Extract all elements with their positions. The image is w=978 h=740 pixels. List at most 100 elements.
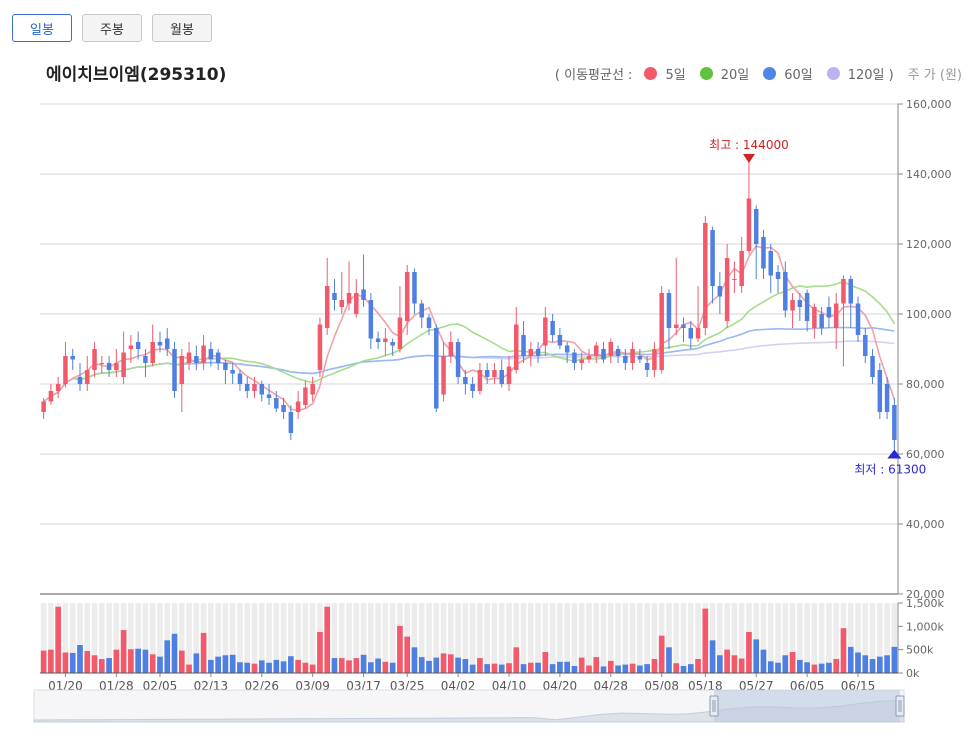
volume-bar [338, 658, 345, 673]
candle-body [724, 258, 730, 321]
period-tabs: 일봉 주봉 월봉 [12, 14, 212, 42]
volume-bar [717, 655, 723, 673]
volume-bar [666, 647, 672, 673]
candle-body [870, 356, 875, 377]
volume-column-bg [178, 603, 185, 673]
volume-bar [447, 654, 454, 673]
candle-body [48, 391, 54, 402]
candle-body [281, 405, 286, 412]
candle-body [863, 335, 868, 356]
volume-column-bg [477, 603, 483, 673]
volume-column-bg [884, 603, 890, 673]
volume-bar [106, 658, 112, 673]
volume-column-bg [62, 603, 69, 673]
candle-body [41, 401, 46, 412]
volume-column-bg [193, 603, 200, 673]
volume-bar [484, 664, 491, 673]
volume-bar [62, 652, 69, 673]
volume-column-bg [360, 603, 367, 673]
ma60-line [43, 326, 895, 403]
volume-bar [578, 657, 585, 673]
volume-column-bg [571, 603, 578, 673]
volume-column-bg [644, 603, 650, 673]
volume-column-bg [855, 603, 861, 673]
volume-bar [775, 662, 781, 673]
candle-body [710, 230, 715, 286]
candle-body [506, 366, 512, 384]
candle-body [361, 289, 366, 300]
candle-body [230, 370, 235, 374]
volume-bar [542, 652, 549, 673]
volume-column-bg [251, 603, 258, 673]
volume-column-bg [157, 603, 163, 673]
candle-body [819, 314, 824, 328]
price-tick-label: 20,000 [906, 588, 945, 601]
candle-body [412, 272, 417, 304]
volume-column-bg [346, 603, 352, 673]
volume-bar [128, 649, 134, 673]
volume-bar [324, 606, 331, 673]
volume-bar [709, 640, 716, 673]
candle-body [339, 300, 345, 307]
price-tick-label: 80,000 [906, 378, 945, 391]
volume-column-bg [651, 603, 658, 673]
volume-column-bg [280, 603, 287, 673]
volume-bar [411, 647, 418, 673]
volume-bar [869, 659, 876, 673]
candle-body [557, 335, 563, 346]
volume-bar [622, 664, 629, 673]
volume-column-bg [77, 603, 83, 673]
candle-body [673, 324, 679, 328]
tab-monthly[interactable]: 월봉 [152, 14, 212, 42]
volume-bar [273, 659, 280, 673]
volume-bar [833, 659, 840, 673]
candle-body [70, 356, 75, 360]
volume-bar [557, 661, 563, 673]
volume-bar [753, 639, 760, 673]
volume-bar [142, 649, 149, 673]
volume-column-bg [818, 603, 825, 673]
volume-column-bg [593, 603, 600, 673]
volume-bar [702, 608, 709, 673]
volume-bar [288, 656, 294, 673]
volume-bar [513, 647, 520, 673]
tab-weekly[interactable]: 주봉 [82, 14, 142, 42]
volume-bar [637, 665, 643, 673]
candle-body [194, 356, 199, 363]
volume-bar [855, 652, 861, 673]
volume-bar [404, 636, 411, 673]
volume-bar [164, 640, 171, 673]
volume-column-bg [731, 603, 738, 673]
range-navigator[interactable] [33, 689, 905, 723]
volume-bar [876, 656, 883, 673]
candle-body [266, 394, 272, 398]
volume-bar [491, 663, 498, 673]
volume-column-bg [586, 603, 592, 673]
volume-bar [651, 659, 658, 673]
volume-tick-label: 500k [906, 644, 934, 657]
volume-bar [157, 656, 163, 673]
candle-body [237, 373, 243, 384]
candle-body [841, 279, 846, 304]
tab-daily[interactable]: 일봉 [12, 14, 72, 42]
volume-bar [295, 659, 301, 673]
volume-bar [687, 664, 694, 673]
volume-column-bg [142, 603, 149, 673]
volume-column-bg [869, 603, 876, 673]
volume-bar [862, 655, 869, 673]
legend-dot-ma60 [763, 67, 777, 80]
candle-body [768, 251, 774, 276]
volume-column-bg [498, 603, 505, 673]
navigator-handle [709, 695, 719, 717]
volume-column-bg [447, 603, 454, 673]
legend-item-ma5: 5일 [644, 64, 686, 83]
high-low-annotations: 최고 : 144000 최저 : 61300 [709, 138, 926, 476]
candle-body [593, 345, 599, 356]
volume-bar [658, 635, 665, 673]
volume-column-bg [564, 603, 570, 673]
volume-bar [418, 657, 425, 673]
volume-bar [767, 661, 774, 673]
high-label: 최고 : 144000 [709, 138, 789, 152]
navigator-selection [714, 690, 900, 722]
